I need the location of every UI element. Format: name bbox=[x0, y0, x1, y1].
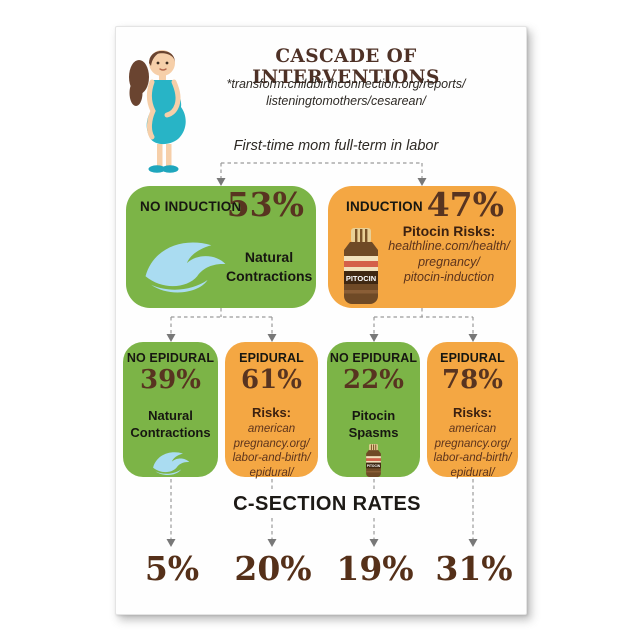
no-induction-sublabel: Natural Contractions bbox=[226, 248, 312, 286]
risk-link: american bbox=[247, 423, 296, 435]
connector-split-left bbox=[170, 308, 273, 334]
pregnant-woman-illustration bbox=[129, 50, 186, 173]
sub-line2: Contractions bbox=[130, 425, 211, 440]
sub-line2: Spasms bbox=[348, 425, 399, 440]
epidural-label: EPIDURAL bbox=[239, 351, 304, 365]
no-epidural-natural-box: NO EPIDURAL 39% Natural Contractions bbox=[123, 342, 218, 477]
pitocin-risks-title: Pitocin Risks: bbox=[402, 223, 496, 239]
page-title: CASCADE OF INTERVENTIONS bbox=[252, 46, 440, 88]
risk-link: pitocin-induction bbox=[403, 270, 495, 284]
no-induction-sub-line2: Contractions bbox=[226, 268, 313, 284]
source-citation: *transform.childbirthconnection.org/repo… bbox=[185, 76, 507, 109]
connector-split-right bbox=[373, 308, 474, 334]
natural-contractions-text: Natural Contractions bbox=[130, 407, 210, 441]
pitocin-spasms-text: Pitocin Spasms bbox=[349, 407, 399, 441]
c-section-rate-1: 5% bbox=[144, 549, 200, 588]
risk-link: pregnancy.org/ bbox=[434, 437, 511, 450]
risk-link: pregnancy/ bbox=[418, 254, 480, 269]
no-epidural-percent: 39% bbox=[140, 365, 201, 395]
sub-line1: Pitocin bbox=[351, 408, 396, 423]
c-section-rate-3: 19% bbox=[336, 549, 414, 588]
c-section-rates-title: C-SECTION RATES bbox=[223, 491, 431, 518]
risk-link: pregnancy.org/ bbox=[233, 437, 310, 450]
induction-box: INDUCTION 47% PITOCIN Pitocin Risks: hea… bbox=[328, 186, 516, 308]
no-epidural-percent: 22% bbox=[343, 365, 404, 395]
epidural-risk-links: american pregnancy.org/ labor-and-birth/… bbox=[233, 422, 311, 480]
risk-link: epidural/ bbox=[249, 466, 294, 479]
no-induction-sub-line1: Natural bbox=[244, 249, 294, 265]
epidural-percent: 78% bbox=[442, 365, 503, 395]
no-induction-percent: 53% bbox=[226, 185, 304, 224]
no-epidural-label: NO EPIDURAL bbox=[126, 351, 215, 365]
connector-top-bracket bbox=[220, 162, 423, 178]
epidural-after-pitocin-box: EPIDURAL 78% Risks: american pregnancy.o… bbox=[427, 342, 518, 480]
epidural-label: EPIDURAL bbox=[440, 351, 505, 365]
pitocin-bottle-label: PITOCIN bbox=[346, 274, 376, 283]
induction-label: INDUCTION bbox=[346, 199, 423, 214]
c-section-rate-2: 20% bbox=[234, 549, 312, 588]
risk-link: american bbox=[448, 423, 497, 435]
risk-link: labor-and-birth/ bbox=[232, 452, 311, 464]
sub-line1: Natural bbox=[148, 408, 193, 423]
source-line-2: listeningtomothers/cesarean/ bbox=[266, 93, 426, 108]
epidural-risk-links: american pregnancy.org/ labor-and-birth/… bbox=[434, 422, 512, 480]
pitocin-bottle-icon: PITOCIN bbox=[366, 444, 381, 477]
infographic-card: CASCADE OF INTERVENTIONS *transform.chil… bbox=[115, 26, 527, 615]
no-induction-box: NO INDUCTION 53% Natural Contractions bbox=[126, 186, 316, 308]
risks-title: Risks: bbox=[452, 405, 493, 420]
no-epidural-label: NO EPIDURAL bbox=[329, 351, 418, 365]
epidural-after-natural-box: EPIDURAL 61% Risks: american pregnancy.o… bbox=[225, 342, 318, 480]
no-epidural-pitocin-box: NO EPIDURAL 22% Pitocin Spasms PITOCIN bbox=[327, 342, 420, 477]
risk-link: labor-and-birth/ bbox=[433, 452, 512, 464]
flowchart-connectors bbox=[166, 162, 478, 547]
pitocin-bottle-icon: PITOCIN bbox=[344, 228, 378, 304]
risk-link: healthline.com/health/ bbox=[388, 239, 510, 253]
wave-icon bbox=[152, 452, 189, 475]
risks-title: Risks: bbox=[251, 405, 292, 420]
induction-risks: Pitocin Risks: healthline.com/health/ pr… bbox=[386, 223, 512, 286]
induction-percent: 47% bbox=[426, 185, 504, 224]
source-line-1: *transform.childbirthconnection.org/repo… bbox=[226, 77, 466, 91]
connector-arrowheads bbox=[166, 178, 478, 547]
flow-start-label: First-time mom full-term in labor bbox=[233, 138, 439, 154]
wave-icon bbox=[145, 242, 226, 293]
no-induction-label: NO INDUCTION bbox=[140, 199, 242, 214]
risk-link: epidural/ bbox=[450, 466, 495, 479]
pitocin-bottle-label: PITOCIN bbox=[367, 464, 381, 468]
epidural-percent: 61% bbox=[241, 365, 302, 395]
c-section-rate-4: 31% bbox=[435, 549, 513, 588]
